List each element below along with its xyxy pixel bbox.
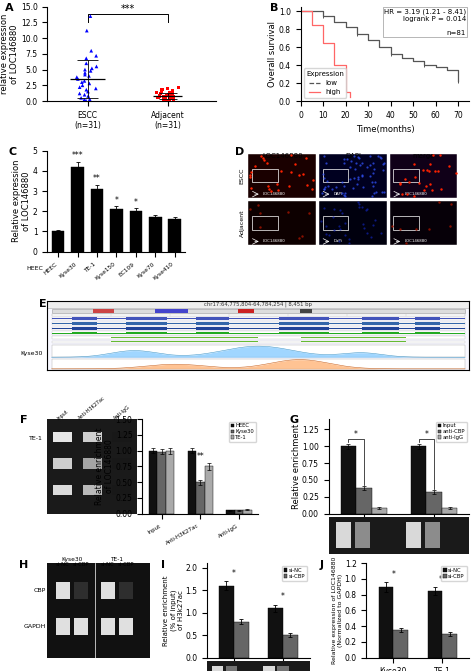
Bar bbox=[323, 169, 348, 183]
Bar bbox=[319, 154, 387, 198]
Text: F: F bbox=[20, 415, 28, 425]
Text: si-CBP: si-CBP bbox=[118, 562, 134, 567]
Point bbox=[174, 82, 182, 93]
Bar bbox=[411, 446, 427, 513]
Bar bbox=[406, 523, 421, 548]
Point bbox=[82, 53, 90, 64]
Bar bbox=[248, 201, 316, 245]
Bar bbox=[279, 322, 328, 325]
Bar bbox=[264, 666, 275, 671]
Legend: low, high: low, high bbox=[304, 68, 346, 97]
Text: LOC146880: LOC146880 bbox=[404, 192, 427, 196]
Point bbox=[93, 61, 100, 72]
Point bbox=[162, 95, 169, 106]
Point bbox=[92, 50, 100, 61]
Text: ***: *** bbox=[72, 151, 83, 160]
Text: G: G bbox=[289, 415, 299, 425]
Bar bbox=[277, 666, 289, 671]
Point bbox=[170, 95, 177, 106]
Bar bbox=[52, 321, 465, 325]
Bar bbox=[126, 327, 167, 329]
Bar bbox=[149, 451, 157, 513]
Text: D: D bbox=[235, 147, 244, 157]
Point bbox=[81, 64, 89, 75]
Text: B: B bbox=[270, 3, 279, 13]
Text: CBP: CBP bbox=[34, 588, 46, 593]
Point bbox=[82, 95, 90, 106]
Bar bbox=[279, 317, 328, 320]
Point bbox=[168, 89, 176, 100]
Text: GAPDH: GAPDH bbox=[24, 623, 46, 629]
Point bbox=[162, 93, 170, 103]
Point bbox=[81, 95, 88, 106]
Bar bbox=[71, 167, 84, 252]
Y-axis label: Relative expression of LOC146880
(Normalized to GAPDH): Relative expression of LOC146880 (Normal… bbox=[332, 557, 343, 664]
Point bbox=[165, 90, 173, 101]
Text: HEEC: HEEC bbox=[26, 266, 43, 271]
Bar bbox=[205, 466, 213, 513]
Point bbox=[166, 92, 173, 103]
Bar bbox=[252, 169, 278, 183]
Bar bbox=[73, 317, 97, 320]
Bar bbox=[55, 617, 70, 635]
Bar bbox=[155, 309, 188, 313]
Text: ***: *** bbox=[120, 4, 135, 14]
Bar bbox=[53, 431, 72, 442]
Text: *: * bbox=[232, 568, 236, 578]
Bar bbox=[118, 617, 133, 635]
Point bbox=[165, 89, 173, 99]
Bar bbox=[52, 345, 465, 357]
Bar bbox=[362, 332, 399, 334]
Bar bbox=[52, 231, 64, 252]
Point bbox=[170, 91, 178, 102]
Bar bbox=[393, 217, 419, 229]
Text: si-NC: si-NC bbox=[56, 562, 70, 567]
Text: si-CBP: si-CBP bbox=[73, 562, 89, 567]
Point bbox=[81, 69, 89, 80]
Y-axis label: Relative expression
of LOC146880: Relative expression of LOC146880 bbox=[12, 160, 31, 242]
Point bbox=[84, 86, 92, 97]
Text: *: * bbox=[424, 430, 428, 439]
Bar bbox=[52, 327, 465, 330]
Bar bbox=[52, 358, 465, 369]
Bar bbox=[428, 590, 442, 658]
Bar bbox=[226, 511, 235, 513]
Text: I: I bbox=[161, 560, 164, 570]
Bar bbox=[362, 317, 399, 320]
Point bbox=[158, 85, 166, 95]
Text: Kyse30: Kyse30 bbox=[61, 558, 82, 562]
Bar bbox=[283, 635, 298, 658]
Text: LOC146880: LOC146880 bbox=[404, 240, 427, 244]
Text: *: * bbox=[134, 197, 138, 207]
Point bbox=[92, 83, 100, 94]
Bar bbox=[196, 332, 229, 334]
Bar bbox=[91, 189, 103, 252]
Legend: si-NC, si-CBP: si-NC, si-CBP bbox=[282, 566, 307, 581]
Bar bbox=[53, 485, 72, 495]
Bar bbox=[415, 327, 440, 329]
Point bbox=[166, 95, 173, 106]
Bar bbox=[73, 322, 97, 325]
Point bbox=[77, 93, 85, 103]
Text: A: A bbox=[5, 3, 14, 13]
Point bbox=[169, 94, 177, 105]
Point bbox=[160, 91, 168, 102]
Text: HR = 3.19 (1.21 - 8.41)
logrank P = 0.014

n=81: HR = 3.19 (1.21 - 8.41) logrank P = 0.01… bbox=[384, 9, 466, 36]
Point bbox=[87, 46, 95, 56]
Point bbox=[156, 91, 164, 101]
Point bbox=[169, 86, 176, 97]
Bar bbox=[196, 322, 229, 325]
Bar bbox=[112, 458, 132, 468]
Text: *: * bbox=[115, 195, 118, 205]
Bar bbox=[47, 301, 469, 308]
Bar bbox=[52, 336, 465, 339]
Y-axis label: relative expression
of LOC146880: relative expression of LOC146880 bbox=[0, 13, 19, 94]
Text: Kyse30: Kyse30 bbox=[20, 351, 43, 356]
Bar bbox=[390, 201, 457, 245]
Bar bbox=[112, 485, 132, 495]
Text: DAPI: DAPI bbox=[334, 192, 343, 196]
Point bbox=[166, 93, 173, 103]
Text: *: * bbox=[354, 430, 358, 439]
Text: LOC146880: LOC146880 bbox=[263, 240, 286, 244]
Bar bbox=[196, 317, 229, 320]
